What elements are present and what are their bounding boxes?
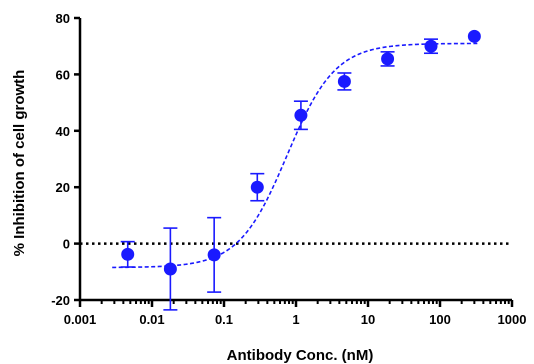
y-tick-label: 20 xyxy=(56,180,70,195)
y-tick-label: -20 xyxy=(51,293,70,308)
fit-curve xyxy=(112,42,478,269)
axes: -20 0 20 40 60 80 0.001 0.01 0.1 1 10 100 1000 xyxy=(51,11,526,327)
data-point xyxy=(467,29,481,43)
x-tick-label: 0.01 xyxy=(139,312,164,327)
fit-curve-group xyxy=(112,42,478,269)
y-tick-label: 0 xyxy=(63,237,70,252)
x-axis-title: Antibody Conc. (nM) xyxy=(227,347,374,364)
y-tick-label: 60 xyxy=(56,67,70,82)
data-point xyxy=(163,262,177,276)
data-point xyxy=(250,180,264,194)
x-tick-label: 0.1 xyxy=(215,312,233,327)
data-points-group xyxy=(120,29,481,311)
y-tick-label: 40 xyxy=(56,124,70,139)
x-tick-label: 0.001 xyxy=(64,312,97,327)
x-tick-label: 1000 xyxy=(498,312,527,327)
x-tick-label: 1 xyxy=(292,312,299,327)
data-point xyxy=(207,248,221,262)
x-tick-label: 100 xyxy=(429,312,451,327)
x-tick-label: 10 xyxy=(361,312,375,327)
data-point xyxy=(121,247,135,261)
data-point xyxy=(424,39,438,53)
data-point xyxy=(337,74,351,88)
data-point xyxy=(294,108,308,122)
y-axis-title: % Inhibition of cell growth xyxy=(11,70,28,257)
data-point xyxy=(381,52,395,66)
y-tick-label: 80 xyxy=(56,11,70,26)
